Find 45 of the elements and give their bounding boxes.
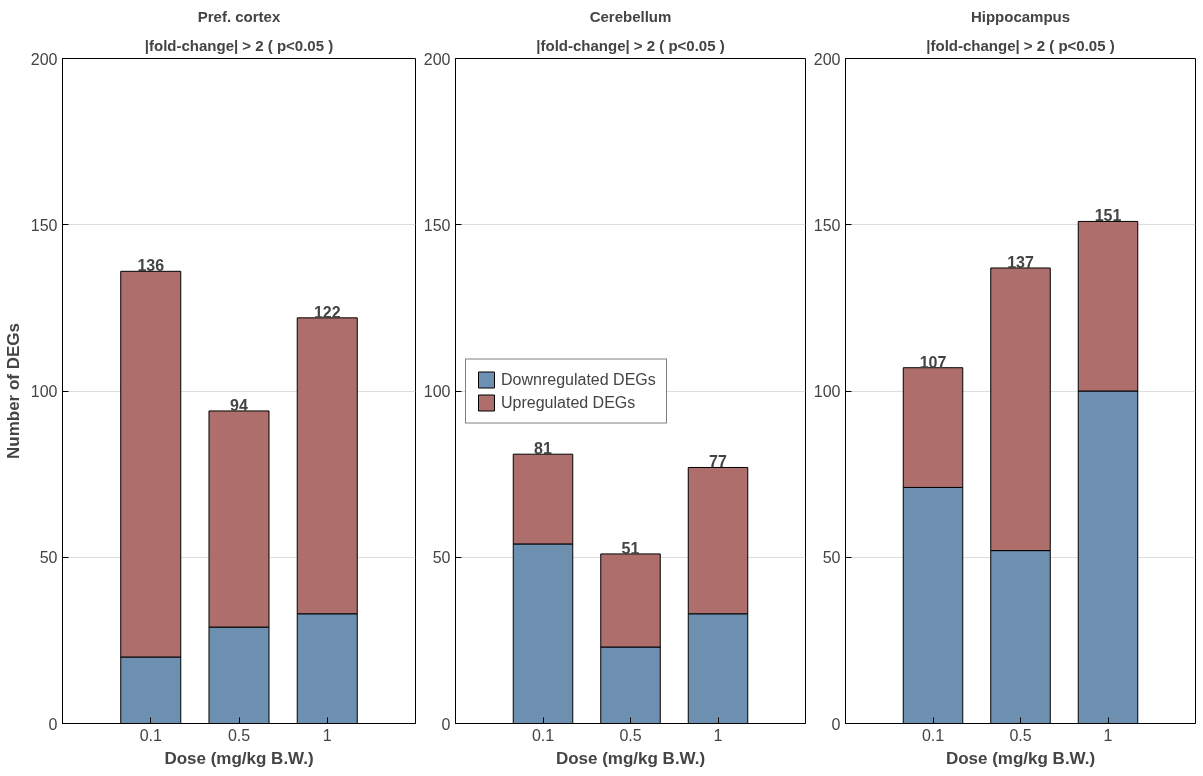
- y-tick-label: 150: [813, 216, 841, 234]
- y-tick-label: 200: [30, 50, 58, 68]
- chart-subtitle: |fold-change| > 2 ( p<0.05 ): [144, 36, 334, 54]
- x-tick-label: 1: [322, 726, 332, 744]
- total-label: 151: [1094, 207, 1122, 225]
- chart-title: Pref. cortex: [197, 7, 281, 25]
- x-axis-title: Dose (mg/kg B.W.): [555, 748, 706, 768]
- x-tick-label: 0.1: [139, 726, 162, 744]
- x-tick-label: 0.5: [1009, 726, 1032, 744]
- y-tick-label: 0: [48, 715, 58, 733]
- x-axis-title: Dose (mg/kg B.W.): [945, 748, 1096, 768]
- x-tick-label: 1: [713, 726, 723, 744]
- y-tick-label: 150: [30, 216, 58, 234]
- total-label: 122: [313, 303, 341, 321]
- x-tick-label: 0.5: [619, 726, 642, 744]
- total-label: 94: [230, 396, 248, 414]
- total-label: 107: [919, 353, 947, 371]
- x-axis-title: Dose (mg/kg B.W.): [164, 748, 314, 768]
- x-tick-label: 0.5: [227, 726, 251, 744]
- y-tick-label: 50: [432, 549, 451, 567]
- y-tick-label: 100: [423, 383, 451, 400]
- legend-label: Upregulated DEGs: [501, 393, 636, 411]
- y-tick-label: 0: [441, 715, 451, 733]
- total-label: 81: [534, 440, 552, 458]
- x-tick-label: 0.1: [531, 726, 555, 744]
- x-tick-label: 1: [1103, 726, 1113, 744]
- total-label: 77: [709, 453, 727, 471]
- y-tick-label: 100: [30, 383, 58, 400]
- chart-title: Cerebellum: [589, 7, 672, 25]
- y-tick-label: 150: [423, 216, 451, 234]
- chart-title: Hippocampus: [970, 7, 1071, 25]
- y-tick-label: 100: [813, 383, 841, 400]
- legend-label: Downregulated DEGs: [501, 370, 656, 388]
- y-axis-title: Number of DEGs: [3, 322, 23, 460]
- x-tick-label: 0.1: [921, 726, 945, 744]
- y-tick-label: 50: [822, 549, 841, 567]
- total-label: 137: [1007, 253, 1034, 271]
- chart-subtitle: |fold-change| > 2 ( p<0.05 ): [536, 36, 725, 54]
- chart-subtitle: |fold-change| > 2 ( p<0.05 ): [926, 36, 1115, 54]
- total-label: 136: [137, 257, 165, 275]
- y-tick-label: 0: [831, 715, 841, 733]
- total-label: 51: [621, 539, 640, 557]
- y-tick-label: 200: [813, 50, 841, 68]
- y-tick-label: 50: [39, 549, 58, 567]
- y-tick-label: 200: [423, 50, 451, 68]
